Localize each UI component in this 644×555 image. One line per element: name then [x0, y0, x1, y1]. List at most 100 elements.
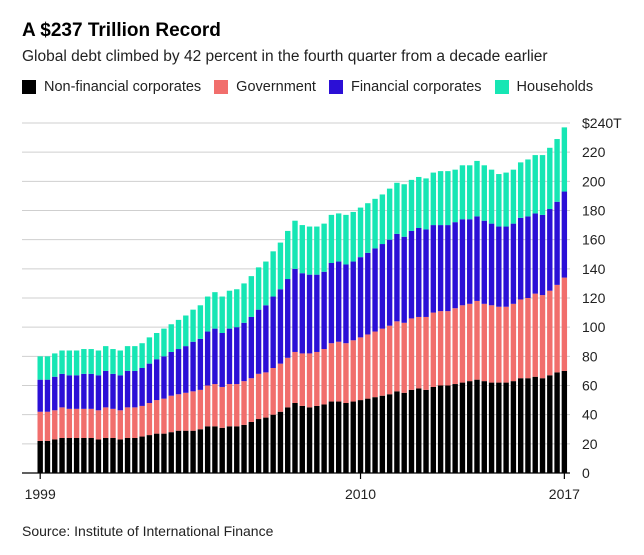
bar-segment-financial [394, 233, 400, 322]
bar-segment-government [386, 325, 393, 395]
bar-segment-government [474, 300, 480, 380]
bar-segment-financial [248, 316, 255, 379]
bar-segment-government [423, 316, 429, 390]
bar-segment-financial [66, 375, 73, 409]
bar-segment-households [190, 309, 196, 342]
bar-segment-households [343, 214, 349, 265]
bar-segment-government [168, 395, 174, 433]
bar-segment-non-financial [517, 378, 524, 473]
bar-segment-households [263, 261, 269, 306]
bar-segment-households [554, 139, 560, 202]
bar-segment-government [88, 408, 94, 438]
bar-segment-financial [357, 257, 364, 338]
bar-segment-government [66, 408, 73, 438]
bar-segment-government [219, 386, 225, 428]
bar-segment-financial [212, 328, 218, 385]
y-tick-label: 220 [582, 144, 606, 160]
bar-segment-non-financial [66, 438, 73, 473]
bar-segment-households [372, 198, 378, 249]
bar-segment-households [335, 213, 342, 262]
bar-segment-households [161, 328, 167, 357]
bar-segment-financial [488, 223, 495, 306]
bar-segment-households [459, 165, 466, 220]
bar-segment-government [44, 411, 51, 441]
bar-segment-non-financial [547, 375, 553, 473]
bar-segment-financial [190, 341, 196, 392]
bar-segment-financial [234, 327, 240, 385]
bar-segment-non-financial [539, 378, 546, 473]
bar-segment-financial [204, 331, 211, 386]
bar-segment-government [467, 303, 473, 382]
bar-segment-non-financial [241, 424, 247, 473]
bar-segment-financial [241, 322, 247, 382]
bar-segment-households [445, 171, 451, 226]
bar-segment-financial [255, 309, 262, 374]
bar-segment-households [139, 343, 145, 368]
bar-segment-households [37, 356, 43, 380]
bar-segment-non-financial [437, 385, 444, 473]
bar-segment-government [372, 331, 378, 398]
bar-segment-non-financial [117, 439, 123, 473]
bar-segment-households [452, 169, 458, 223]
bar-segment-financial [146, 363, 153, 403]
bar-segment-non-financial [285, 407, 291, 473]
y-tick-label: 100 [582, 319, 606, 335]
bar-segment-government [365, 334, 371, 399]
bar-segment-non-financial [401, 392, 407, 473]
bar-segment-non-financial [110, 438, 116, 473]
legend-label-households: Households [516, 79, 594, 95]
bar-segment-households [517, 162, 524, 218]
y-tick-label: 0 [582, 465, 590, 481]
bars [37, 127, 568, 473]
bar-segment-non-financial [335, 401, 342, 473]
bar-segment-financial [532, 213, 538, 294]
bar-segment-financial [314, 274, 320, 352]
bar-segment-non-financial [328, 401, 335, 473]
bar-segment-non-financial [175, 430, 182, 473]
bar-segment-households [88, 349, 94, 374]
bar-segment-government [306, 353, 313, 408]
bar-segment-non-financial [37, 440, 43, 473]
bar-segment-financial [124, 370, 131, 408]
axes: 1999 2010 2017 [22, 472, 580, 502]
bar-segment-households [153, 333, 160, 360]
bar-segment-government [124, 407, 131, 438]
chart-legend: Non-financial corporates Government Fina… [22, 79, 606, 95]
bar-segment-financial [52, 376, 58, 411]
bar-segment-non-financial [212, 426, 218, 473]
bar-segment-government [117, 410, 123, 440]
bar-segment-financial [175, 349, 182, 395]
bar-segment-households [394, 182, 400, 234]
legend-swatch-financial [328, 80, 343, 94]
bar-segment-financial [299, 273, 305, 354]
bar-segment-non-financial [263, 417, 269, 473]
bar-segment-government [539, 295, 546, 379]
bar-segment-households [212, 292, 218, 329]
y-tick-label: 140 [582, 261, 606, 277]
bar-segment-households [365, 203, 371, 253]
bar-segment-households [234, 289, 240, 328]
bar-segment-non-financial [204, 426, 211, 473]
bar-segment-financial [292, 268, 298, 352]
bar-segment-government [197, 389, 204, 430]
bar-segment-financial [37, 379, 43, 412]
bar-segment-non-financial [561, 370, 568, 473]
bar-segment-non-financial [190, 430, 196, 473]
bar-segment-government [175, 394, 182, 431]
bar-segment-households [496, 174, 502, 227]
legend-item-financial: Financial corporates [328, 79, 482, 95]
bar-segment-households [539, 155, 546, 215]
bar-segment-households [525, 159, 531, 217]
y-tick-label: 20 [582, 436, 598, 452]
bar-segment-non-financial [343, 403, 349, 473]
bar-segment-households [437, 171, 444, 226]
y-tick-label: 180 [582, 203, 606, 219]
bar-segment-government [517, 299, 524, 379]
bar-segment-financial [73, 375, 80, 409]
bar-segment-non-financial [255, 419, 262, 473]
bar-segment-government [292, 351, 298, 403]
bar-segment-financial [386, 239, 393, 326]
bar-segment-households [423, 178, 429, 230]
bar-segment-households [219, 296, 225, 333]
bar-segment-households [59, 350, 65, 374]
